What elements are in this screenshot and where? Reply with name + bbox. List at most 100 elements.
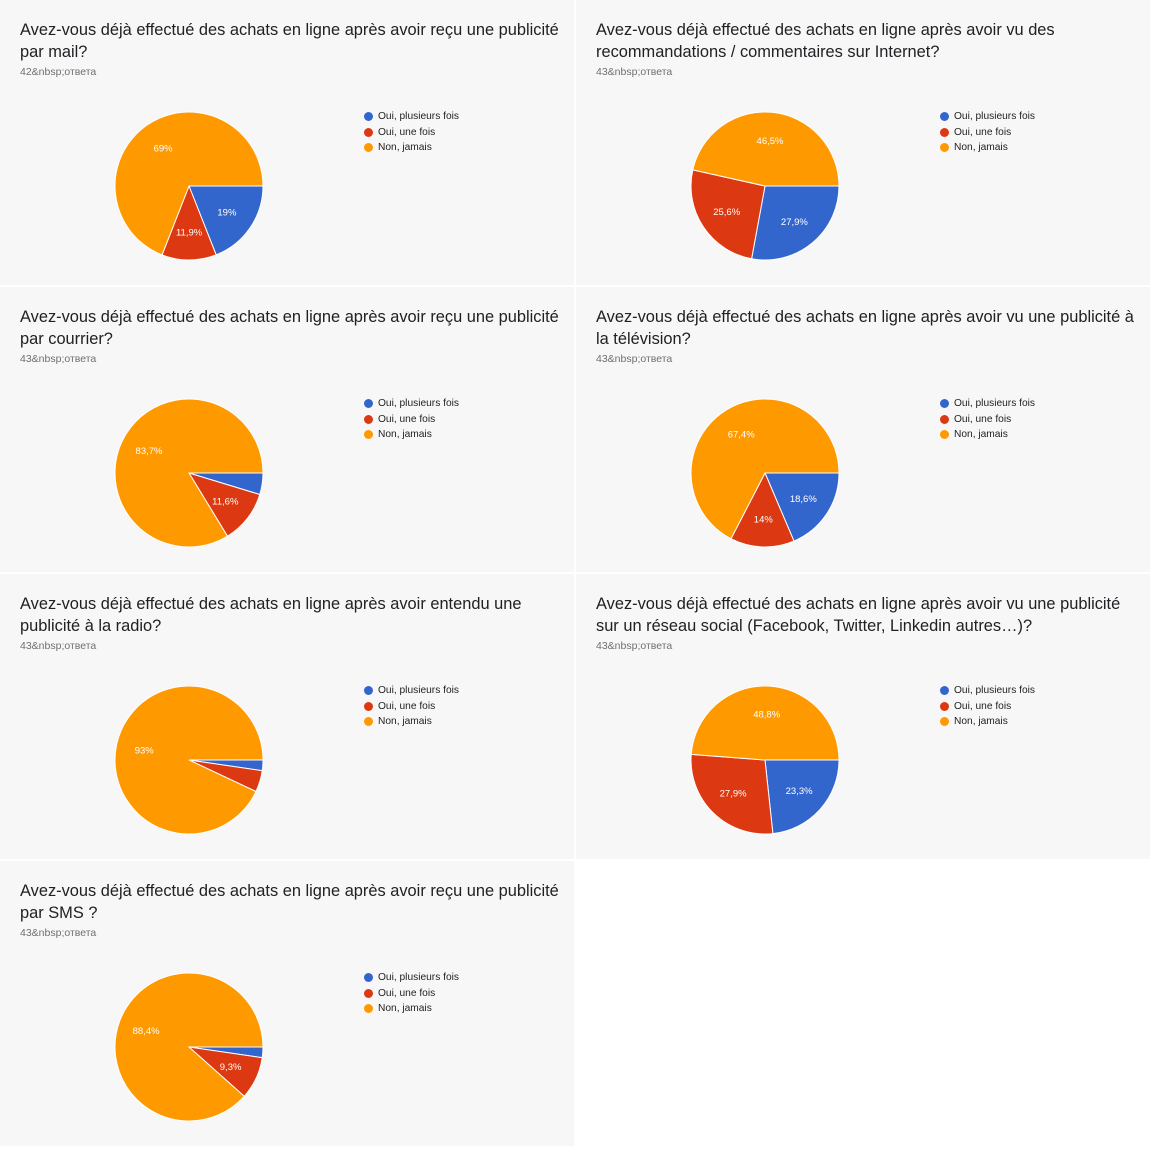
pie-slice-oui-une-fois[interactable] [690,753,774,835]
slice-data-label: 27,9% [781,217,808,228]
chart-panel-recommandations: Avez-vous déjà effectué des achats en li… [576,0,1151,286]
chart-title: Avez-vous déjà effectué des achats en li… [20,882,559,922]
legend-dot-red-icon [364,988,373,998]
legend-dot-blue-icon [940,112,949,122]
legend-item-oui-une-fois[interactable]: Oui, une fois [940,412,1035,428]
legend-item-oui-plusieurs-fois[interactable]: Oui, plusieurs fois [940,109,1035,125]
pie-slice-non-jamais[interactable] [114,111,264,256]
legend-label: Oui, plusieurs fois [954,111,1035,123]
legend-dot-red-icon [940,127,949,137]
pie-slice-oui-une-fois[interactable] [730,471,795,548]
chart-legend: Oui, plusieurs fois Oui, une fois Non, j… [364,683,459,730]
legend-dot-orange-icon [940,143,949,153]
pie-chart: 27,9% 25,6% 46,5% [690,111,840,261]
legend-item-oui-plusieurs-fois[interactable]: Oui, plusieurs fois [364,109,459,125]
legend-item-oui-plusieurs-fois[interactable]: Oui, plusieurs fois [364,970,459,986]
slice-data-label: 69% [154,144,174,155]
chart-title: Avez-vous déjà effectué des achats en li… [596,308,1134,348]
pie-slice-non-jamais[interactable] [690,398,840,540]
legend-item-non-jamais[interactable]: Non, jamais [364,1001,459,1017]
legend-dot-red-icon [364,701,373,711]
legend-dot-red-icon [940,414,949,424]
legend-dot-orange-icon [364,717,373,727]
pie-slice-oui-une-fois[interactable] [690,169,766,260]
legend-dot-orange-icon [940,430,949,440]
response-count: 43&nbsp;ответа [20,353,97,365]
slice-data-label: 27,9% [720,788,747,799]
legend-item-non-jamais[interactable]: Non, jamais [364,714,459,730]
legend-dot-orange-icon [364,1004,373,1014]
legend-label: Non, jamais [378,429,432,441]
pie-slice-oui-plusieurs-fois[interactable] [764,472,840,542]
legend-item-oui-plusieurs-fois[interactable]: Oui, plusieurs fois [364,396,459,412]
legend-dot-blue-icon [364,973,373,983]
slice-data-label: 67,4% [728,429,755,440]
legend-dot-blue-icon [940,399,949,409]
pie-slice-non-jamais[interactable] [114,398,264,548]
pie-slice-oui-plusieurs-fois[interactable] [751,185,840,261]
legend-item-non-jamais[interactable]: Non, jamais [940,427,1035,443]
chart-panel-reseau-social: Avez-vous déjà effectué des achats en li… [576,574,1151,860]
legend-label: Oui, une fois [378,126,436,138]
legend-dot-red-icon [940,701,949,711]
legend-item-oui-une-fois[interactable]: Oui, une fois [364,699,459,715]
slice-data-label: 9,3% [220,1062,242,1073]
pie-chart: 93% [114,685,264,835]
legend-label: Oui, plusieurs fois [378,685,459,697]
response-count: 43&nbsp;ответа [596,640,673,652]
response-count: 42&nbsp;ответа [20,66,97,78]
slice-data-label: 88,4% [133,1026,160,1037]
chart-legend: Oui, plusieurs fois Oui, une fois Non, j… [364,970,459,1017]
legend-item-oui-plusieurs-fois[interactable]: Oui, plusieurs fois [940,683,1035,699]
legend-label: Oui, une fois [954,413,1012,425]
chart-legend: Oui, plusieurs fois Oui, une fois Non, j… [940,683,1035,730]
legend-item-non-jamais[interactable]: Non, jamais [364,427,459,443]
pie-slice-oui-plusieurs-fois[interactable] [188,185,264,256]
legend-item-non-jamais[interactable]: Non, jamais [364,140,459,156]
pie-slice-non-jamais[interactable] [114,972,264,1122]
pie-slice-non-jamais[interactable] [690,685,840,761]
chart-title: Avez-vous déjà effectué des achats en li… [20,308,559,348]
slice-data-label: 11,9% [176,227,203,238]
response-count: 43&nbsp;ответа [596,66,673,78]
legend-label: Non, jamais [954,716,1008,728]
legend-item-non-jamais[interactable]: Non, jamais [940,714,1035,730]
legend-item-oui-une-fois[interactable]: Oui, une fois [364,986,459,1002]
slice-data-label: 19% [217,207,237,218]
chart-title: Avez-vous déjà effectué des achats en li… [20,21,559,61]
legend-item-oui-une-fois[interactable]: Oui, une fois [364,412,459,428]
pie-slice-non-jamais[interactable] [114,685,264,835]
chart-panel-sms: Avez-vous déjà effectué des achats en li… [0,861,575,1147]
legend-item-oui-une-fois[interactable]: Oui, une fois [940,125,1035,141]
legend-dot-red-icon [364,127,373,137]
legend-dot-blue-icon [364,112,373,122]
legend-label: Oui, une fois [378,987,436,999]
response-count: 43&nbsp;ответа [20,927,97,939]
chart-title: Avez-vous déjà effectué des achats en li… [596,595,1121,635]
pie-slice-non-jamais[interactable] [692,111,840,187]
legend-item-oui-une-fois[interactable]: Oui, une fois [940,699,1035,715]
legend-label: Non, jamais [954,429,1008,441]
legend-label: Oui, plusieurs fois [378,111,459,123]
chart-legend: Oui, plusieurs fois Oui, une fois Non, j… [940,109,1035,156]
slice-data-label: 83,7% [136,446,163,457]
response-count: 43&nbsp;ответа [596,353,673,365]
legend-item-oui-plusieurs-fois[interactable]: Oui, plusieurs fois [364,683,459,699]
legend-label: Non, jamais [378,1003,432,1015]
slice-data-label: 48,8% [753,710,780,721]
pie-chart: 9,3% 88,4% [114,972,264,1122]
chart-legend: Oui, plusieurs fois Oui, une fois Non, j… [940,396,1035,443]
pie-chart: 18,6% 14% 67,4% [690,398,840,548]
legend-dot-blue-icon [364,399,373,409]
pie-slice-oui-plusieurs-fois[interactable] [764,759,840,835]
legend-label: Non, jamais [954,142,1008,154]
legend-item-non-jamais[interactable]: Non, jamais [940,140,1035,156]
legend-label: Oui, une fois [378,413,436,425]
chart-legend: Oui, plusieurs fois Oui, une fois Non, j… [364,109,459,156]
slice-data-label: 46,5% [757,136,784,147]
pie-chart: 23,3% 27,9% 48,8% [690,685,840,835]
legend-dot-red-icon [364,414,373,424]
chart-panel-television: Avez-vous déjà effectué des achats en li… [576,287,1151,573]
legend-item-oui-plusieurs-fois[interactable]: Oui, plusieurs fois [940,396,1035,412]
legend-item-oui-une-fois[interactable]: Oui, une fois [364,125,459,141]
